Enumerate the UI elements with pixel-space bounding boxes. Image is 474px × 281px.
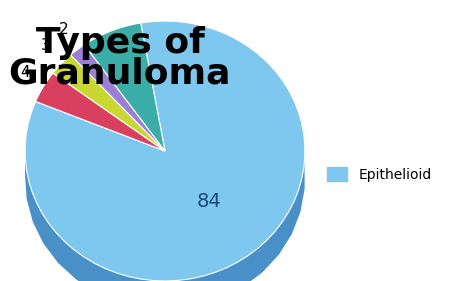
Polygon shape <box>36 73 165 151</box>
Text: Granuloma: Granuloma <box>9 56 231 90</box>
Text: 3: 3 <box>41 38 51 53</box>
Polygon shape <box>53 55 165 151</box>
Polygon shape <box>71 45 165 151</box>
Text: 4: 4 <box>20 65 30 80</box>
Legend: Epithelioid: Epithelioid <box>321 161 438 187</box>
Polygon shape <box>25 21 305 281</box>
Polygon shape <box>84 23 165 151</box>
Text: Types of: Types of <box>36 26 204 60</box>
Text: 84: 84 <box>197 192 221 211</box>
Text: 2: 2 <box>59 22 69 37</box>
Polygon shape <box>25 148 305 281</box>
